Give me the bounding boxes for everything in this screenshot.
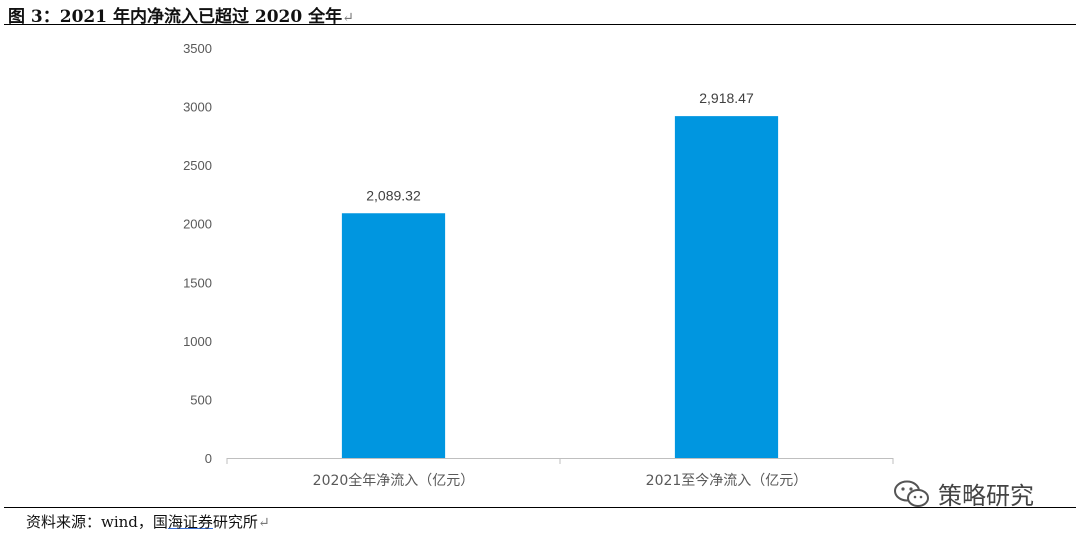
bar	[674, 116, 779, 459]
source-note: 资料来源：wind，国海证券研究所↵	[26, 511, 270, 532]
y-tick-label: 2500	[183, 158, 212, 173]
x-tick-label: 2021至今净流入（亿元）	[646, 473, 808, 489]
bar	[341, 213, 446, 458]
source-suffix: 研究所	[212, 513, 258, 531]
data-label: 2,918.47	[699, 90, 754, 106]
y-tick-label: 1500	[183, 275, 212, 290]
y-tick-label: 1000	[183, 334, 212, 349]
watermark: 策略研究	[892, 476, 1034, 511]
data-labels: 2,089.32 2,918.47	[366, 90, 754, 203]
y-axis-ticks: 0 500 1000 1500 2000 2500 3000 3500	[183, 41, 212, 466]
source-prefix: 资料来源：wind，国	[26, 513, 168, 531]
y-tick-label: 2000	[183, 217, 212, 232]
y-tick-label: 3500	[183, 41, 212, 56]
figure-title-text: 图 3：2021 年内净流入已超过 2020 全年	[8, 7, 343, 27]
x-axis-tick-marks	[226, 458, 894, 464]
wechat-icon	[894, 480, 929, 507]
x-tick-label: 2020全年净流入（亿元）	[313, 472, 475, 489]
y-tick-label: 3000	[183, 100, 212, 115]
source-underlined: 海证券	[167, 513, 213, 531]
return-mark-icon: ↵	[342, 10, 354, 26]
watermark-text: 策略研究	[938, 482, 1034, 510]
data-label: 2,089.32	[366, 187, 421, 203]
x-axis-labels: 2020全年净流入（亿元） 2021至今净流入（亿元）	[313, 472, 808, 489]
return-mark-icon: ↵	[257, 515, 270, 531]
figure-title: 图 3：2021 年内净流入已超过 2020 全年↵	[8, 2, 354, 27]
top-rule	[4, 24, 1076, 25]
bottom-rule	[4, 507, 1076, 508]
y-tick-label: 0	[205, 451, 212, 466]
bars	[341, 116, 779, 459]
y-tick-label: 500	[190, 392, 212, 407]
